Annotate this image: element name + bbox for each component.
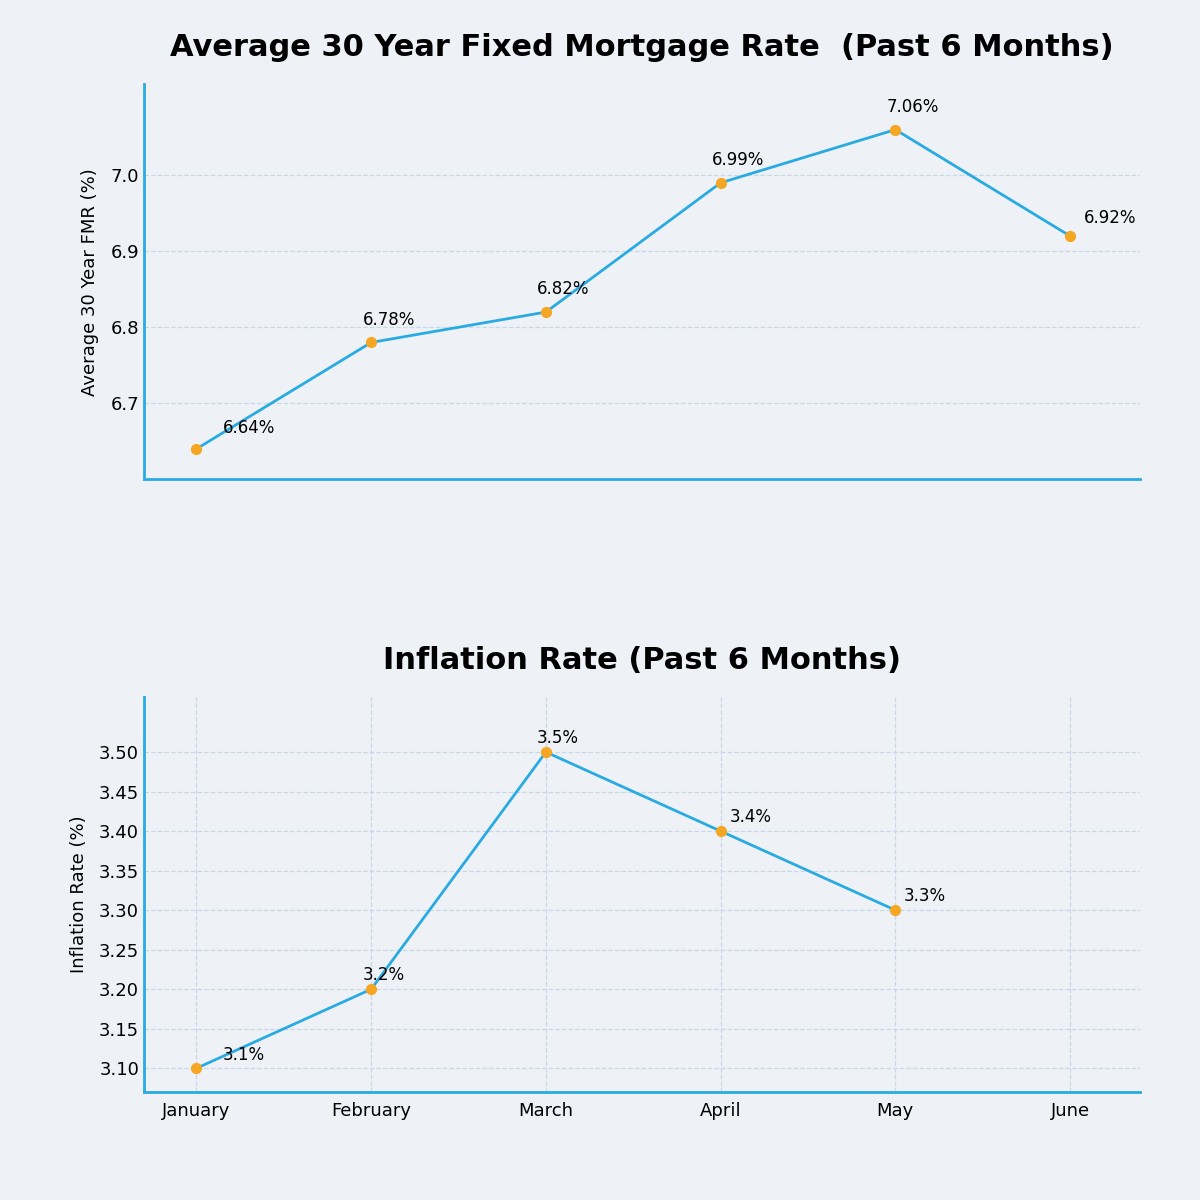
Point — [712, 822, 731, 841]
Point — [536, 743, 556, 762]
Text: 3.5%: 3.5% — [538, 728, 580, 746]
Y-axis label: Inflation Rate (%): Inflation Rate (%) — [70, 816, 88, 973]
Point — [886, 120, 905, 139]
Title: Average 30 Year Fixed Mortgage Rate  (Past 6 Months): Average 30 Year Fixed Mortgage Rate (Pas… — [170, 34, 1114, 62]
Text: 3.3%: 3.3% — [904, 887, 947, 905]
Point — [712, 173, 731, 192]
Text: 6.64%: 6.64% — [223, 420, 275, 438]
Point — [187, 1058, 206, 1078]
Text: 6.99%: 6.99% — [712, 151, 764, 169]
Text: 6.78%: 6.78% — [362, 311, 415, 329]
Title: Inflation Rate (Past 6 Months): Inflation Rate (Past 6 Months) — [383, 646, 901, 674]
Point — [187, 439, 206, 458]
Text: 3.4%: 3.4% — [730, 808, 772, 826]
Y-axis label: Average 30 Year FMR (%): Average 30 Year FMR (%) — [82, 168, 100, 396]
Point — [536, 302, 556, 322]
Text: 7.06%: 7.06% — [887, 98, 940, 116]
Point — [886, 900, 905, 919]
Text: 6.82%: 6.82% — [538, 281, 589, 299]
Text: 3.2%: 3.2% — [362, 966, 404, 984]
Text: 3.1%: 3.1% — [223, 1046, 265, 1064]
Point — [361, 979, 380, 998]
Point — [361, 332, 380, 352]
Point — [1061, 227, 1080, 246]
Text: 6.92%: 6.92% — [1084, 209, 1136, 227]
